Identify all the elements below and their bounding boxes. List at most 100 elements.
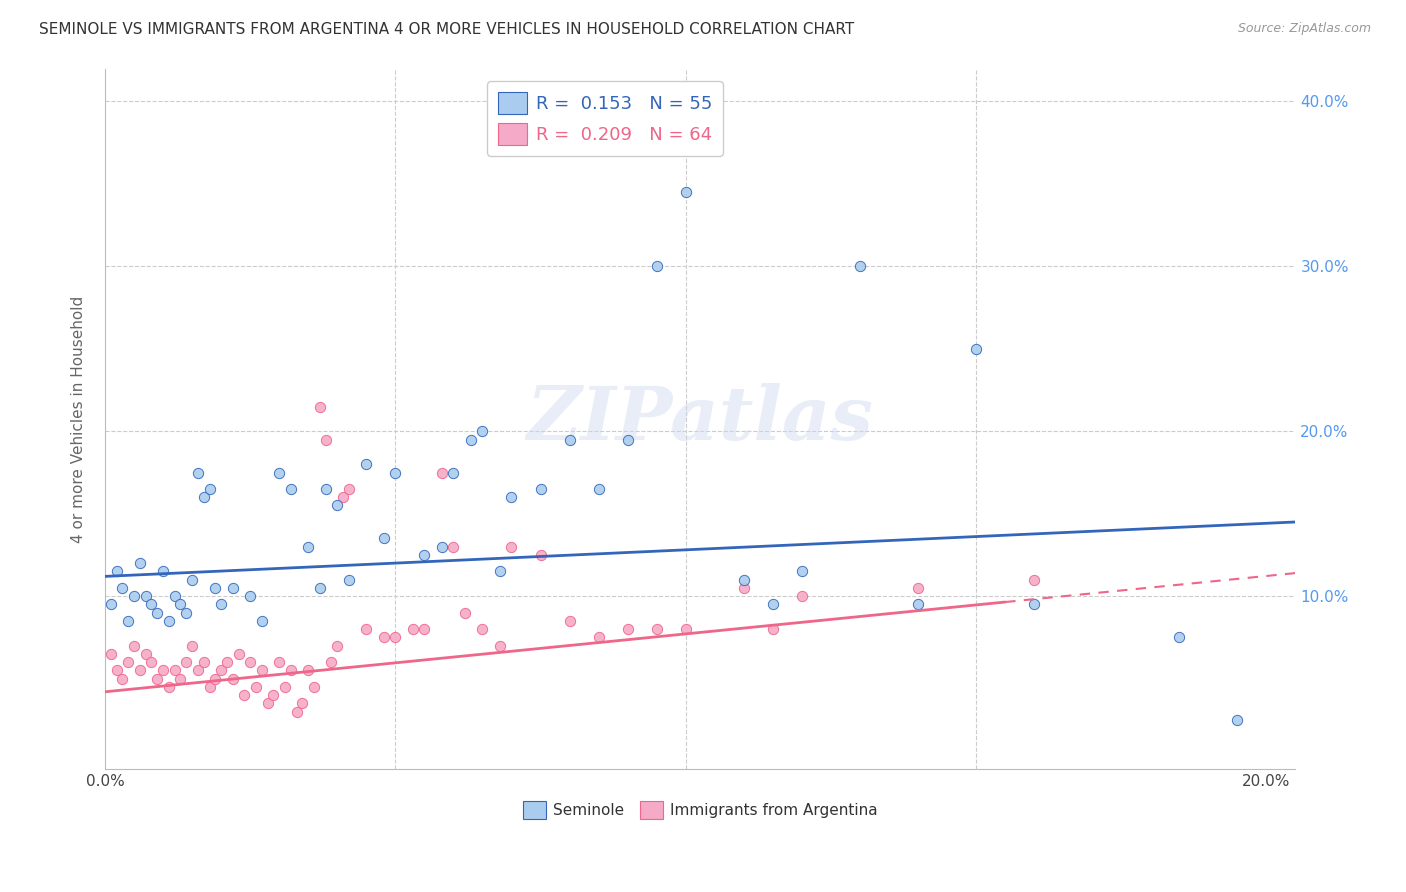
- Point: [430, 540, 453, 554]
- Point: [222, 581, 245, 595]
- Text: Source: ZipAtlas.com: Source: ZipAtlas.com: [1237, 22, 1371, 36]
- Point: [558, 433, 581, 447]
- Point: [1226, 713, 1249, 727]
- Point: [384, 631, 406, 645]
- Point: [181, 639, 204, 653]
- Point: [152, 565, 174, 579]
- Point: [269, 655, 291, 669]
- Point: [384, 466, 406, 480]
- Point: [233, 688, 256, 702]
- Point: [529, 482, 551, 496]
- Point: [471, 424, 494, 438]
- Point: [117, 614, 139, 628]
- Point: [274, 680, 297, 694]
- Point: [105, 664, 128, 678]
- Point: [215, 655, 238, 669]
- Point: [413, 622, 436, 636]
- Point: [157, 614, 180, 628]
- Point: [187, 466, 209, 480]
- Point: [645, 622, 668, 636]
- Point: [337, 573, 360, 587]
- Point: [790, 589, 813, 603]
- Point: [250, 664, 273, 678]
- Point: [209, 598, 232, 612]
- Point: [204, 581, 226, 595]
- Point: [204, 672, 226, 686]
- Point: [471, 622, 494, 636]
- Point: [291, 697, 314, 711]
- Point: [105, 565, 128, 579]
- Point: [122, 589, 145, 603]
- Point: [588, 482, 610, 496]
- Point: [645, 260, 668, 274]
- Point: [907, 581, 929, 595]
- Point: [413, 548, 436, 562]
- Point: [337, 482, 360, 496]
- Point: [100, 598, 122, 612]
- Point: [193, 655, 215, 669]
- Point: [297, 540, 319, 554]
- Point: [356, 457, 378, 471]
- Point: [280, 664, 302, 678]
- Point: [762, 598, 785, 612]
- Y-axis label: 4 or more Vehicles in Household: 4 or more Vehicles in Household: [72, 295, 86, 542]
- Point: [269, 466, 291, 480]
- Point: [141, 655, 163, 669]
- Point: [135, 589, 157, 603]
- Point: [326, 639, 349, 653]
- Point: [174, 606, 197, 620]
- Point: [245, 680, 267, 694]
- Text: SEMINOLE VS IMMIGRANTS FROM ARGENTINA 4 OR MORE VEHICLES IN HOUSEHOLD CORRELATIO: SEMINOLE VS IMMIGRANTS FROM ARGENTINA 4 …: [39, 22, 855, 37]
- Point: [849, 260, 872, 274]
- Point: [152, 664, 174, 678]
- Point: [762, 622, 785, 636]
- Point: [790, 565, 813, 579]
- Point: [616, 433, 638, 447]
- Point: [907, 598, 929, 612]
- Point: [193, 490, 215, 504]
- Point: [302, 680, 325, 694]
- Point: [222, 672, 245, 686]
- Point: [616, 622, 638, 636]
- Point: [356, 622, 378, 636]
- Point: [157, 680, 180, 694]
- Point: [315, 433, 337, 447]
- Point: [198, 680, 221, 694]
- Point: [187, 664, 209, 678]
- Point: [163, 589, 186, 603]
- Point: [262, 688, 284, 702]
- Point: [146, 672, 169, 686]
- Point: [373, 631, 395, 645]
- Point: [529, 548, 551, 562]
- Point: [128, 556, 150, 570]
- Point: [163, 664, 186, 678]
- Point: [501, 490, 523, 504]
- Point: [122, 639, 145, 653]
- Point: [332, 490, 354, 504]
- Point: [239, 655, 262, 669]
- Point: [198, 482, 221, 496]
- Point: [315, 482, 337, 496]
- Point: [733, 581, 755, 595]
- Point: [733, 573, 755, 587]
- Point: [675, 622, 697, 636]
- Point: [111, 581, 134, 595]
- Point: [588, 631, 610, 645]
- Point: [250, 614, 273, 628]
- Point: [308, 400, 330, 414]
- Text: ZIPatlas: ZIPatlas: [527, 383, 873, 455]
- Point: [280, 482, 302, 496]
- Point: [146, 606, 169, 620]
- Point: [1024, 598, 1046, 612]
- Point: [441, 540, 464, 554]
- Point: [441, 466, 464, 480]
- Legend: Seminole, Immigrants from Argentina: Seminole, Immigrants from Argentina: [516, 795, 884, 825]
- Point: [558, 614, 581, 628]
- Point: [1168, 631, 1191, 645]
- Point: [135, 647, 157, 661]
- Point: [128, 664, 150, 678]
- Point: [239, 589, 262, 603]
- Point: [256, 697, 278, 711]
- Point: [117, 655, 139, 669]
- Point: [174, 655, 197, 669]
